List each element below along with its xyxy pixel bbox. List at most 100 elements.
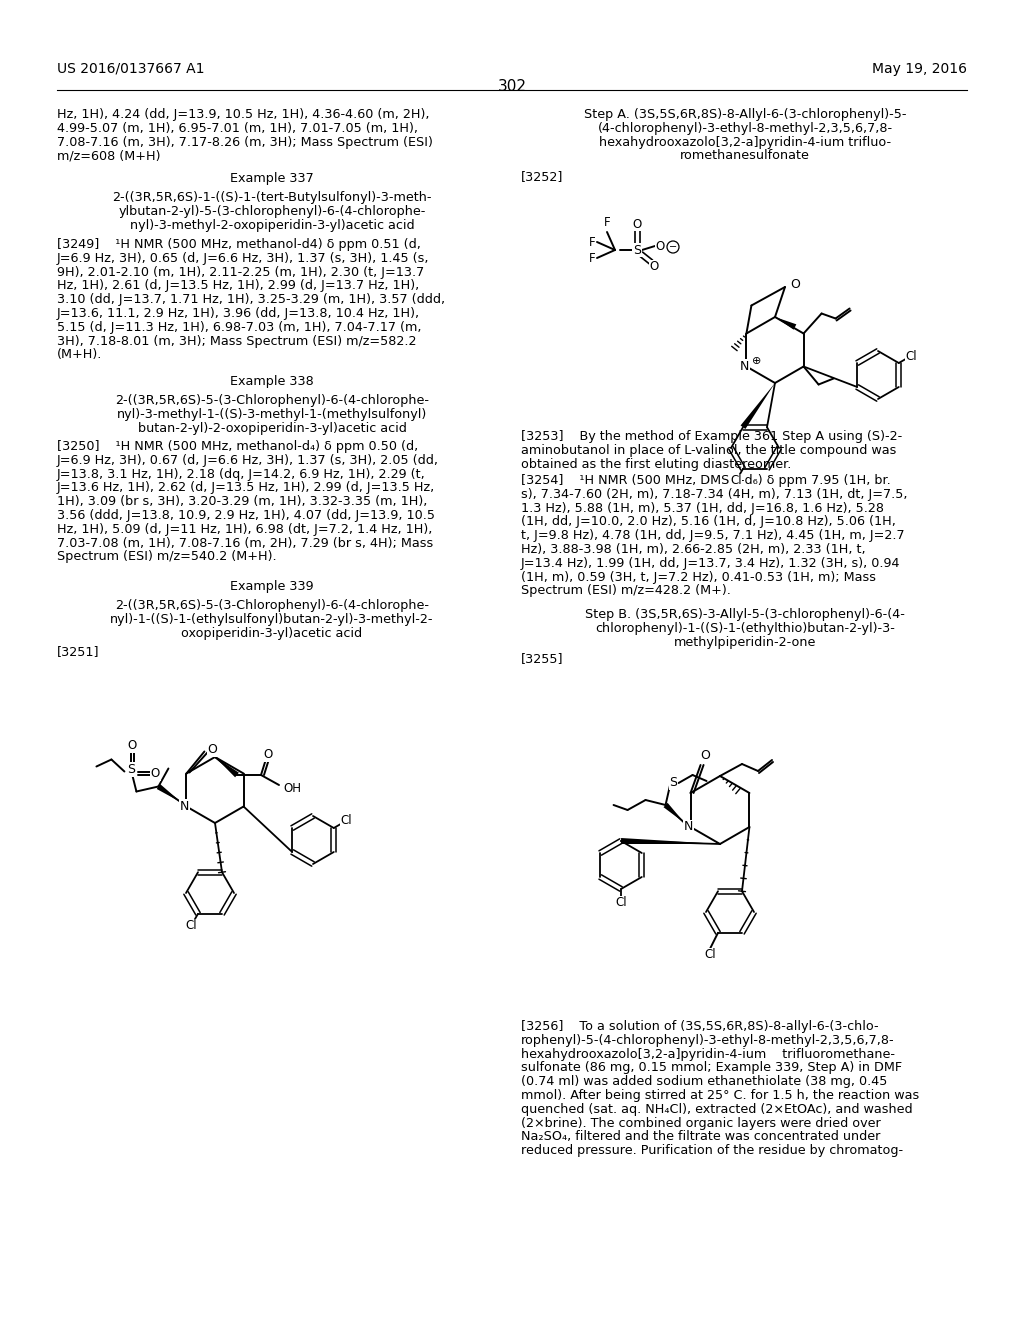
Text: [3253]    By the method of Example 361 Step A using (S)-2-: [3253] By the method of Example 361 Step… [521,430,902,444]
Text: J=6.9 Hz, 3H), 0.67 (d, J=6.6 Hz, 3H), 1.37 (s, 3H), 2.05 (dd,: J=6.9 Hz, 3H), 0.67 (d, J=6.6 Hz, 3H), 1… [57,454,439,467]
Text: sulfonate (86 mg, 0.15 mmol; Example 339, Step A) in DMF: sulfonate (86 mg, 0.15 mmol; Example 339… [521,1061,902,1074]
Text: Cl: Cl [730,474,741,487]
Text: 1H), 3.09 (br s, 3H), 3.20-3.29 (m, 1H), 3.32-3.35 (m, 1H),: 1H), 3.09 (br s, 3H), 3.20-3.29 (m, 1H),… [57,495,427,508]
Text: 3.56 (ddd, J=13.8, 10.9, 2.9 Hz, 1H), 4.07 (dd, J=13.9, 10.5: 3.56 (ddd, J=13.8, 10.9, 2.9 Hz, 1H), 4.… [57,510,435,521]
Text: F: F [589,252,595,264]
Text: 7.08-7.16 (m, 3H), 7.17-8.26 (m, 3H); Mass Spectrum (ESI): 7.08-7.16 (m, 3H), 7.17-8.26 (m, 3H); Ma… [57,136,433,149]
Text: Hz, 1H), 2.61 (d, J=13.5 Hz, 1H), 2.99 (d, J=13.7 Hz, 1H),: Hz, 1H), 2.61 (d, J=13.5 Hz, 1H), 2.99 (… [57,280,419,293]
Text: Spectrum (ESI) m/z=428.2 (M+).: Spectrum (ESI) m/z=428.2 (M+). [521,585,731,598]
Text: J=13.6 Hz, 1H), 2.62 (d, J=13.5 Hz, 1H), 2.99 (d, J=13.5 Hz,: J=13.6 Hz, 1H), 2.62 (d, J=13.5 Hz, 1H),… [57,482,435,495]
Text: [3254]    ¹H NMR (500 MHz, DMSO-d₆) δ ppm 7.95 (1H, br.: [3254] ¹H NMR (500 MHz, DMSO-d₆) δ ppm 7… [521,474,891,487]
Text: O: O [128,739,137,752]
Text: butan-2-yl)-2-oxopiperidin-3-yl)acetic acid: butan-2-yl)-2-oxopiperidin-3-yl)acetic a… [137,421,407,434]
Polygon shape [215,756,239,777]
Text: 7.03-7.08 (m, 1H), 7.08-7.16 (m, 2H), 7.29 (br s, 4H); Mass: 7.03-7.08 (m, 1H), 7.08-7.16 (m, 2H), 7.… [57,537,433,549]
Text: 2-((3R,5R,6S)-5-(3-Chlorophenyl)-6-(4-chlorophe-: 2-((3R,5R,6S)-5-(3-Chlorophenyl)-6-(4-ch… [115,393,429,407]
Text: [3250]    ¹H NMR (500 MHz, methanol-d₄) δ ppm 0.50 (d,: [3250] ¹H NMR (500 MHz, methanol-d₄) δ p… [57,440,418,453]
Text: 2-((3R,5R,6S)-1-((S)-1-(tert-Butylsulfonyl)-3-meth-: 2-((3R,5R,6S)-1-((S)-1-(tert-Butylsulfon… [113,191,432,205]
Text: 9H), 2.01-2.10 (m, 1H), 2.11-2.25 (m, 1H), 2.30 (t, J=13.7: 9H), 2.01-2.10 (m, 1H), 2.11-2.25 (m, 1H… [57,265,424,279]
Text: Cl: Cl [185,920,197,932]
Text: May 19, 2016: May 19, 2016 [872,62,967,77]
Text: J=13.6, 11.1, 2.9 Hz, 1H), 3.96 (dd, J=13.8, 10.4 Hz, 1H),: J=13.6, 11.1, 2.9 Hz, 1H), 3.96 (dd, J=1… [57,308,420,319]
Text: Step B. (3S,5R,6S)-3-Allyl-5-(3-chlorophenyl)-6-(4-: Step B. (3S,5R,6S)-3-Allyl-5-(3-chloroph… [585,609,905,620]
Text: O: O [700,748,711,762]
Text: t, J=9.8 Hz), 4.78 (1H, dd, J=9.5, 7.1 Hz), 4.45 (1H, m, J=2.7: t, J=9.8 Hz), 4.78 (1H, dd, J=9.5, 7.1 H… [521,529,904,543]
Text: [3251]: [3251] [57,645,99,657]
Text: Cl: Cl [615,896,627,909]
Text: J=13.8, 3.1 Hz, 1H), 2.18 (dq, J=14.2, 6.9 Hz, 1H), 2.29 (t,: J=13.8, 3.1 Hz, 1H), 2.18 (dq, J=14.2, 6… [57,467,426,480]
Text: (M+H).: (M+H). [57,348,102,362]
Text: N: N [739,360,750,374]
Text: 4.99-5.07 (m, 1H), 6.95-7.01 (m, 1H), 7.01-7.05 (m, 1H),: 4.99-5.07 (m, 1H), 6.95-7.01 (m, 1H), 7.… [57,121,418,135]
Text: Cl: Cl [905,350,916,363]
Text: chlorophenyl)-1-((S)-1-(ethylthio)butan-2-yl)-3-: chlorophenyl)-1-((S)-1-(ethylthio)butan-… [595,622,895,635]
Text: [3255]: [3255] [521,652,563,665]
Text: Hz, 1H), 5.09 (d, J=11 Hz, 1H), 6.98 (dt, J=7.2, 1.4 Hz, 1H),: Hz, 1H), 5.09 (d, J=11 Hz, 1H), 6.98 (dt… [57,523,432,536]
Text: N: N [180,800,189,813]
Text: F: F [604,216,610,228]
Text: oxopiperidin-3-yl)acetic acid: oxopiperidin-3-yl)acetic acid [181,627,362,640]
Text: N: N [684,821,693,833]
Text: mmol). After being stirred at 25° C. for 1.5 h, the reaction was: mmol). After being stirred at 25° C. for… [521,1089,920,1102]
Text: US 2016/0137667 A1: US 2016/0137667 A1 [57,62,205,77]
Text: O: O [208,743,217,756]
Text: J=6.9 Hz, 3H), 0.65 (d, J=6.6 Hz, 3H), 1.37 (s, 3H), 1.45 (s,: J=6.9 Hz, 3H), 0.65 (d, J=6.6 Hz, 3H), 1… [57,252,429,265]
Text: [3256]    To a solution of (3S,5S,6R,8S)-8-allyl-6-(3-chlo-: [3256] To a solution of (3S,5S,6R,8S)-8-… [521,1020,879,1034]
Text: Example 337: Example 337 [230,172,314,185]
Text: J=13.4 Hz), 1.99 (1H, dd, J=13.7, 3.4 Hz), 1.32 (3H, s), 0.94: J=13.4 Hz), 1.99 (1H, dd, J=13.7, 3.4 Hz… [521,557,900,570]
Text: 5.15 (d, J=11.3 Hz, 1H), 6.98-7.03 (m, 1H), 7.04-7.17 (m,: 5.15 (d, J=11.3 Hz, 1H), 6.98-7.03 (m, 1… [57,321,422,334]
Text: s), 7.34-7.60 (2H, m), 7.18-7.34 (4H, m), 7.13 (1H, dt, J=7.5,: s), 7.34-7.60 (2H, m), 7.18-7.34 (4H, m)… [521,488,907,500]
Text: 1.3 Hz), 5.88 (1H, m), 5.37 (1H, dd, J=16.8, 1.6 Hz), 5.28: 1.3 Hz), 5.88 (1H, m), 5.37 (1H, dd, J=1… [521,502,884,515]
Text: nyl)-3-methyl-1-((S)-3-methyl-1-(methylsulfonyl): nyl)-3-methyl-1-((S)-3-methyl-1-(methyls… [117,408,427,421]
Text: m/z=608 (M+H): m/z=608 (M+H) [57,149,161,162]
Polygon shape [621,838,720,843]
Text: O: O [649,260,658,273]
Text: O: O [655,239,665,252]
Text: reduced pressure. Purification of the residue by chromatog-: reduced pressure. Purification of the re… [521,1144,903,1158]
Text: obtained as the first eluting diastereomer.: obtained as the first eluting diastereom… [521,458,792,471]
Text: (1H, m), 0.59 (3H, t, J=7.2 Hz), 0.41-0.53 (1H, m); Mass: (1H, m), 0.59 (3H, t, J=7.2 Hz), 0.41-0.… [521,570,876,583]
Polygon shape [157,784,181,803]
Text: aminobutanol in place of L-valinol, the title compound was: aminobutanol in place of L-valinol, the … [521,444,896,457]
Polygon shape [775,317,797,330]
Text: (0.74 ml) was added sodium ethanethiolate (38 mg, 0.45: (0.74 ml) was added sodium ethanethiolat… [521,1076,888,1088]
Text: S: S [633,243,641,256]
Text: (1H, dd, J=10.0, 2.0 Hz), 5.16 (1H, d, J=10.8 Hz), 5.06 (1H,: (1H, dd, J=10.0, 2.0 Hz), 5.16 (1H, d, J… [521,515,896,528]
Text: O: O [633,218,642,231]
Text: F: F [589,235,595,248]
Text: S: S [127,763,135,776]
Text: Na₂SO₄, filtered and the filtrate was concentrated under: Na₂SO₄, filtered and the filtrate was co… [521,1130,881,1143]
Text: O: O [791,277,800,290]
Text: 2-((3R,5R,6S)-5-(3-Chlorophenyl)-6-(4-chlorophe-: 2-((3R,5R,6S)-5-(3-Chlorophenyl)-6-(4-ch… [115,599,429,612]
Text: Example 339: Example 339 [230,579,313,593]
Text: hexahydrooxazolo[3,2-a]pyridin-4-ium trifluo-: hexahydrooxazolo[3,2-a]pyridin-4-ium tri… [599,136,891,149]
Text: O: O [263,748,272,762]
Text: (4-chlorophenyl)-3-ethyl-8-methyl-2,3,5,6,7,8-: (4-chlorophenyl)-3-ethyl-8-methyl-2,3,5,… [597,121,893,135]
Text: OH: OH [283,783,301,796]
Text: [3252]: [3252] [521,170,563,183]
Text: (2×brine). The combined organic layers were dried over: (2×brine). The combined organic layers w… [521,1117,881,1130]
Text: methylpiperidin-2-one: methylpiperidin-2-one [674,636,816,648]
Text: Cl: Cl [705,948,716,961]
Text: Cl: Cl [340,814,351,828]
Text: Hz), 3.88-3.98 (1H, m), 2.66-2.85 (2H, m), 2.33 (1H, t,: Hz), 3.88-3.98 (1H, m), 2.66-2.85 (2H, m… [521,543,865,556]
Text: Example 338: Example 338 [230,375,314,388]
Text: hexahydrooxazolo[3,2-a]pyridin-4-ium    trifluoromethane-: hexahydrooxazolo[3,2-a]pyridin-4-ium tri… [521,1048,895,1060]
Text: Step A. (3S,5S,6R,8S)-8-Allyl-6-(3-chlorophenyl)-5-: Step A. (3S,5S,6R,8S)-8-Allyl-6-(3-chlor… [584,108,906,121]
Text: Hz, 1H), 4.24 (dd, J=13.9, 10.5 Hz, 1H), 4.36-4.60 (m, 2H),: Hz, 1H), 4.24 (dd, J=13.9, 10.5 Hz, 1H),… [57,108,429,121]
Text: nyl)-3-methyl-2-oxopiperidin-3-yl)acetic acid: nyl)-3-methyl-2-oxopiperidin-3-yl)acetic… [130,219,415,231]
Text: 3H), 7.18-8.01 (m, 3H); Mass Spectrum (ESI) m/z=582.2: 3H), 7.18-8.01 (m, 3H); Mass Spectrum (E… [57,334,417,347]
Text: 302: 302 [498,79,526,94]
Polygon shape [664,803,685,822]
Text: rophenyl)-5-(4-chlorophenyl)-3-ethyl-8-methyl-2,3,5,6,7,8-: rophenyl)-5-(4-chlorophenyl)-3-ethyl-8-m… [521,1034,895,1047]
Text: O: O [151,767,160,780]
Text: 3.10 (dd, J=13.7, 1.71 Hz, 1H), 3.25-3.29 (m, 1H), 3.57 (ddd,: 3.10 (dd, J=13.7, 1.71 Hz, 1H), 3.25-3.2… [57,293,445,306]
Polygon shape [740,383,775,429]
Text: ylbutan-2-yl)-5-(3-chlorophenyl)-6-(4-chlorophe-: ylbutan-2-yl)-5-(3-chlorophenyl)-6-(4-ch… [119,205,426,218]
Text: −: − [669,242,677,252]
Text: nyl)-1-((S)-1-(ethylsulfonyl)butan-2-yl)-3-methyl-2-: nyl)-1-((S)-1-(ethylsulfonyl)butan-2-yl)… [111,612,434,626]
Text: S: S [670,776,678,789]
Text: ⊕: ⊕ [752,356,761,367]
Text: romethanesulfonate: romethanesulfonate [680,149,810,162]
Text: [3249]    ¹H NMR (500 MHz, methanol-d4) δ ppm 0.51 (d,: [3249] ¹H NMR (500 MHz, methanol-d4) δ p… [57,238,421,251]
